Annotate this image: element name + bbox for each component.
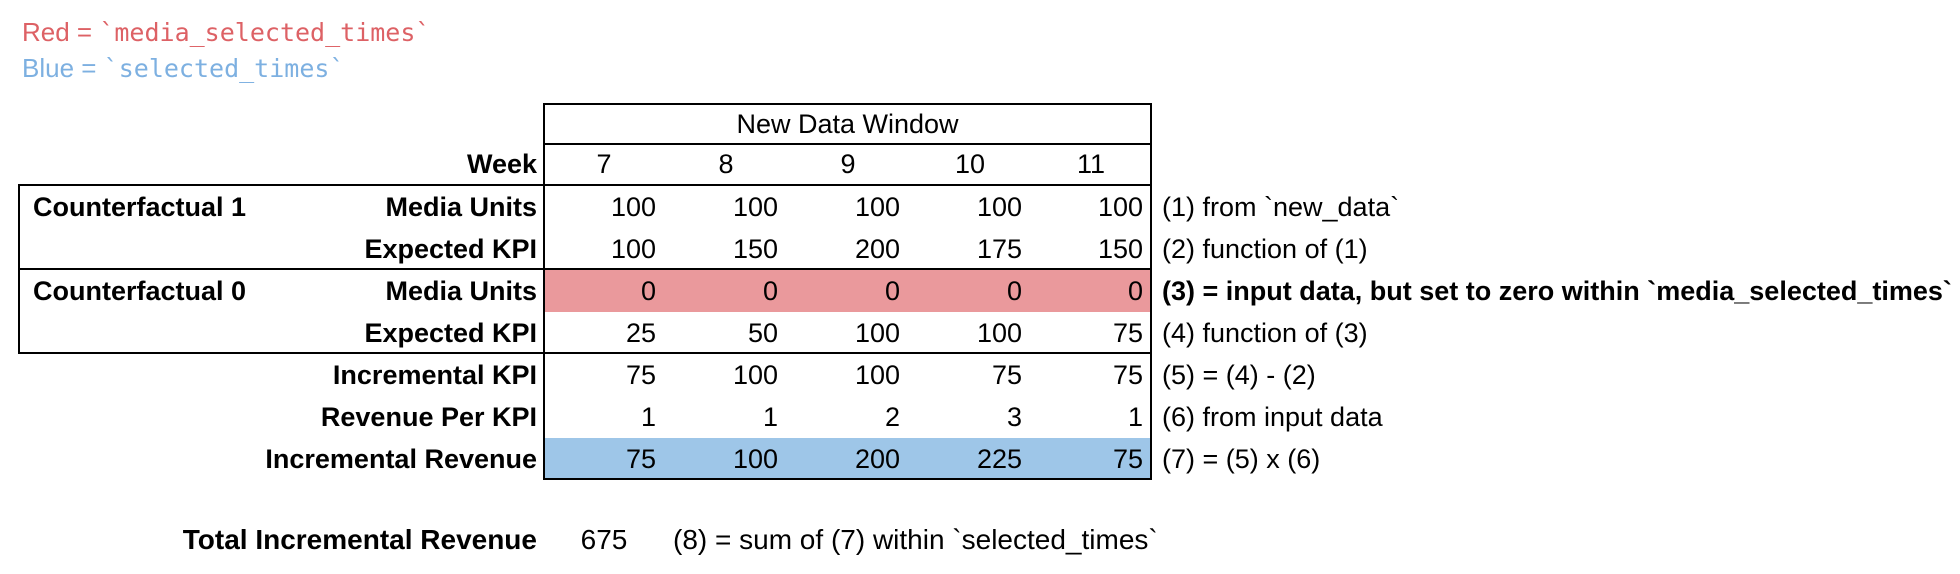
group-label-counterfactual-1: Counterfactual 1 <box>33 192 247 222</box>
data-cell: 0 <box>640 276 656 306</box>
data-cell: 50 <box>747 318 778 348</box>
row-note: (4) function of (3) <box>1162 318 1368 348</box>
data-cell: 75 <box>1112 360 1143 390</box>
data-cell: 100 <box>976 318 1022 348</box>
blue-row-highlight <box>545 438 1150 478</box>
row-label: Expected KPI <box>364 234 537 264</box>
data-cell: 75 <box>991 360 1022 390</box>
week-cell: 10 <box>954 149 986 179</box>
data-cell: 175 <box>976 234 1022 264</box>
data-grid-border <box>543 103 1152 480</box>
row-note: (6) from input data <box>1162 402 1383 432</box>
data-cell: 1 <box>762 402 778 432</box>
data-cell: 200 <box>854 234 900 264</box>
data-cell: 100 <box>610 234 656 264</box>
red-row-highlight <box>545 270 1150 312</box>
data-cell: 150 <box>732 234 778 264</box>
data-cell: 25 <box>625 318 656 348</box>
total-note: (8) = sum of (7) within `selected_times` <box>673 524 1158 555</box>
counterfactual-divider-line <box>18 268 1152 270</box>
data-cell: 1 <box>640 402 656 432</box>
row-note: (5) = (4) - (2) <box>1162 360 1316 390</box>
data-cell: 75 <box>1112 444 1143 474</box>
legend-red-code: `media_selected_times` <box>99 18 431 47</box>
data-cell: 100 <box>1097 192 1143 222</box>
week-cell: 9 <box>840 149 856 179</box>
total-incremental-revenue-label: Total Incremental Revenue <box>182 524 537 555</box>
counterfactual-box-bottom-line <box>18 352 1152 354</box>
row-note: (1) from `new_data` <box>1162 192 1400 222</box>
data-cell: 0 <box>1006 276 1022 306</box>
row-note: (3) = input data, but set to zero within… <box>1162 276 1952 306</box>
data-cell: 150 <box>1097 234 1143 264</box>
row-label: Incremental KPI <box>332 360 537 390</box>
week-cell: 7 <box>596 149 612 179</box>
total-incremental-revenue-value: 675 <box>580 524 628 555</box>
row-label: Incremental Revenue <box>265 444 537 474</box>
data-cell: 100 <box>732 192 778 222</box>
legend-blue-code: `selected_times` <box>103 54 345 83</box>
data-cell: 75 <box>625 444 656 474</box>
row-label: Media Units <box>385 276 537 306</box>
data-cell: 100 <box>732 360 778 390</box>
row-note: (2) function of (1) <box>1162 234 1368 264</box>
row-label: Revenue Per KPI <box>320 402 537 432</box>
legend-blue-prefix: Blue = <box>22 53 104 83</box>
row-note: (7) = (5) x (6) <box>1162 444 1321 474</box>
legend-blue-line: Blue = `selected_times` <box>22 50 345 86</box>
week-cell: 8 <box>718 149 734 179</box>
data-cell: 100 <box>854 192 900 222</box>
data-cell: 200 <box>854 444 900 474</box>
data-cell: 1 <box>1127 402 1143 432</box>
data-cell: 3 <box>1006 402 1022 432</box>
data-cell: 100 <box>976 192 1022 222</box>
group-label-counterfactual-0: Counterfactual 0 <box>33 276 247 306</box>
data-cell: 100 <box>854 360 900 390</box>
data-cell: 100 <box>732 444 778 474</box>
data-cell: 0 <box>1127 276 1143 306</box>
week-cell: 11 <box>1076 149 1106 179</box>
data-cell: 0 <box>884 276 900 306</box>
week-bottom-line <box>18 184 1152 186</box>
row-label: Media Units <box>385 192 537 222</box>
new-data-window-header: New Data Window <box>736 109 959 139</box>
data-cell: 2 <box>884 402 900 432</box>
week-label: Week <box>466 149 537 179</box>
data-cell: 0 <box>762 276 778 306</box>
data-cell: 100 <box>854 318 900 348</box>
data-cell: 225 <box>976 444 1022 474</box>
data-cell: 75 <box>625 360 656 390</box>
header-divider-line <box>543 143 1152 145</box>
legend-red-prefix: Red = <box>22 17 100 47</box>
data-cell: 75 <box>1112 318 1143 348</box>
data-cell: 100 <box>610 192 656 222</box>
legend-red-line: Red = `media_selected_times` <box>22 14 430 50</box>
counterfactual-box-left-line <box>18 184 20 354</box>
row-label: Expected KPI <box>364 318 537 348</box>
